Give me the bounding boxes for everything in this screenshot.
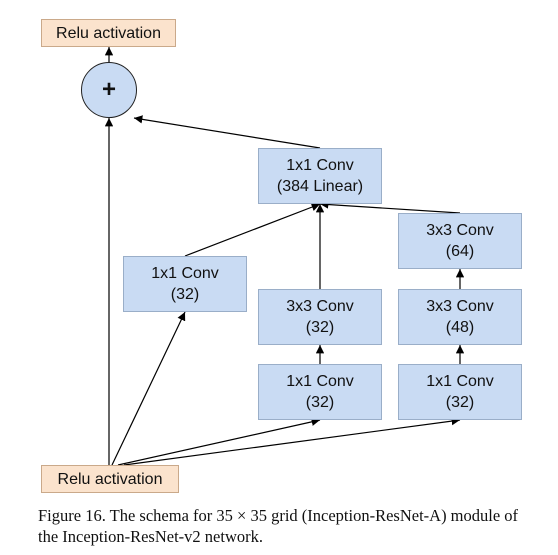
branch2-conv-3x3: 3x3 Conv (32) <box>258 289 382 345</box>
node-label-line2: (64) <box>445 243 475 260</box>
figure-caption: Figure 16. The schema for 35 × 35 grid (… <box>38 506 519 546</box>
node-label: Relu activation <box>57 470 163 488</box>
node-label-line2: (32) <box>305 319 335 336</box>
relu-activation-top: Relu activation <box>41 19 176 47</box>
node-label-line2: (32) <box>445 394 475 411</box>
branch3-conv-3x3-64: 3x3 Conv (64) <box>398 213 522 269</box>
node-label-line1: 1x1 Conv <box>151 265 219 282</box>
arrow-relu-bottom-to-b1-conv1x1 <box>111 311 186 466</box>
node-label-line2: (32) <box>305 394 335 411</box>
arrow-relu-bottom-to-b2-conv1x1 <box>117 417 321 466</box>
arrow-b1-conv1x1-to-conv-384 <box>184 203 321 257</box>
node-label-line1: 3x3 Conv <box>426 298 494 315</box>
plus-icon: + <box>101 76 116 103</box>
node-label-line1: 1x1 Conv <box>286 373 354 390</box>
node-label-line2: (48) <box>445 319 475 336</box>
branch3-conv-1x1: 1x1 Conv (32) <box>398 364 522 420</box>
node-label-line2: (384 Linear) <box>276 178 364 195</box>
relu-activation-bottom: Relu activation <box>41 465 179 493</box>
node-label-line1: 1x1 Conv <box>286 157 354 174</box>
conv-1x1-384-linear: 1x1 Conv (384 Linear) <box>258 148 382 204</box>
node-label-line2: (32) <box>170 286 200 303</box>
node-label-line1: 3x3 Conv <box>286 298 354 315</box>
node-label-line1: 1x1 Conv <box>426 373 494 390</box>
node-label-line1: 3x3 Conv <box>426 222 494 239</box>
branch2-conv-1x1: 1x1 Conv (32) <box>258 364 382 420</box>
arrow-relu-bottom-to-b3-conv1x1 <box>123 416 461 466</box>
add-node: + <box>81 62 137 118</box>
arrow-b3-conv3x3-64-to-conv-384 <box>319 200 461 214</box>
arrow-conv-384-to-add <box>133 115 321 149</box>
branch1-conv-1x1: 1x1 Conv (32) <box>123 256 247 312</box>
branch3-conv-3x3-48: 3x3 Conv (48) <box>398 289 522 345</box>
node-label: Relu activation <box>56 24 161 42</box>
